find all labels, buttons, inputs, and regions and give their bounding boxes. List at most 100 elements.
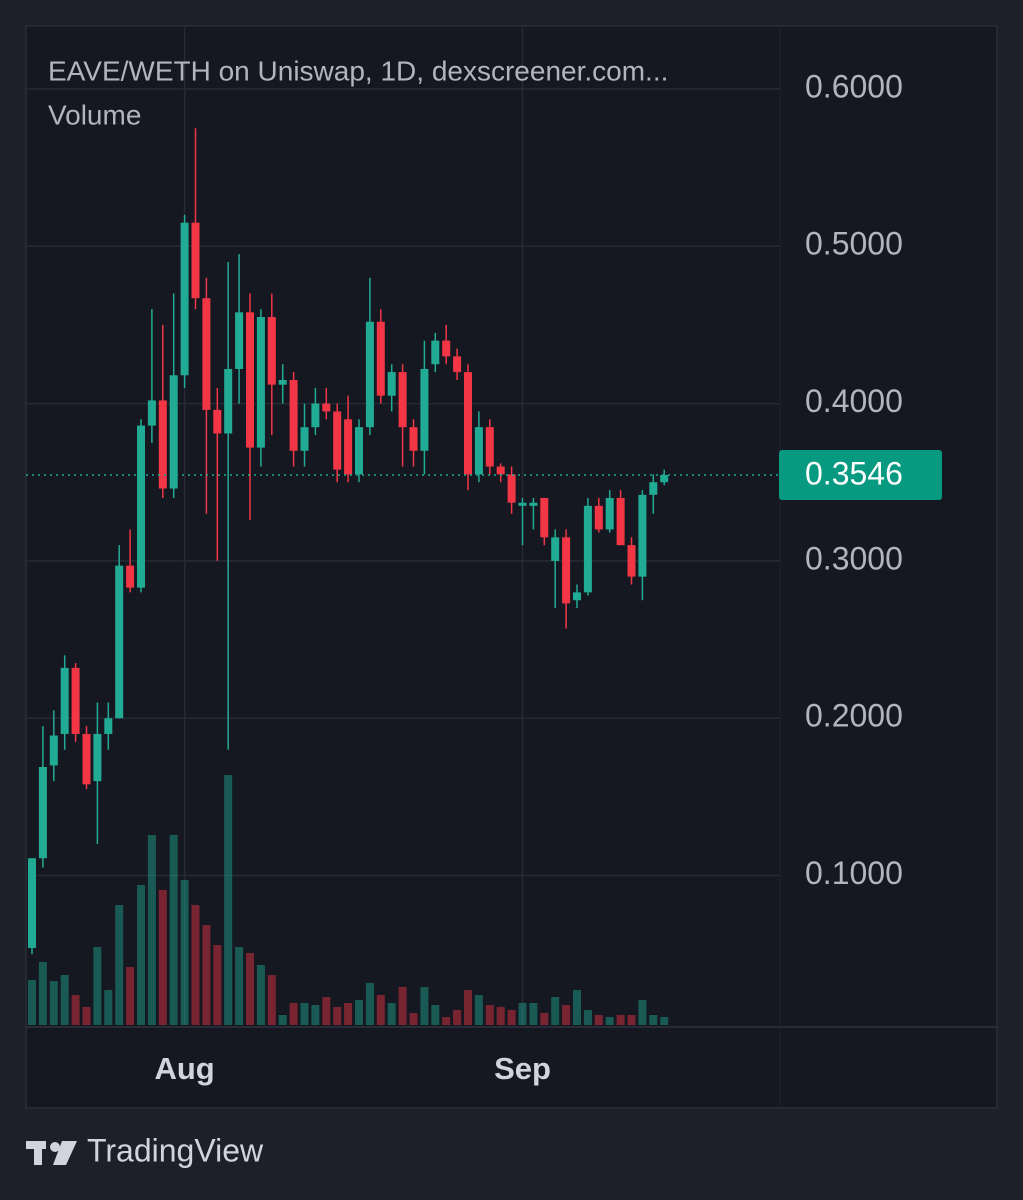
volume-bar	[104, 990, 113, 1025]
volume-bar	[267, 975, 276, 1025]
volume-bar	[562, 1005, 571, 1025]
volume-bar	[93, 947, 102, 1025]
candle-body	[529, 502, 538, 506]
candle-body	[311, 403, 320, 428]
y-tick-label: 0.4000	[805, 383, 903, 419]
candle-body	[224, 368, 233, 434]
candle-body	[333, 411, 342, 470]
candle-body	[649, 482, 658, 495]
candle-body	[82, 733, 91, 785]
volume-bar	[115, 905, 124, 1025]
candle-body	[627, 545, 636, 577]
candle-body	[104, 718, 113, 734]
volume-bar	[82, 1007, 91, 1025]
volume-bar	[529, 1003, 538, 1025]
candle-body	[605, 497, 614, 530]
candle-body	[420, 368, 429, 451]
volume-bar	[485, 1005, 494, 1025]
volume-bar	[616, 1015, 625, 1025]
volume-label: Volume	[48, 99, 141, 130]
candle-body	[573, 592, 581, 601]
candle-body	[376, 321, 385, 396]
candle-body	[147, 400, 156, 426]
volume-bar	[540, 1013, 549, 1025]
volume-bar	[496, 1007, 505, 1025]
candle-body	[355, 427, 363, 475]
x-tick-label: Aug	[154, 1051, 214, 1086]
volume-bar	[649, 1015, 658, 1025]
volume-bar	[507, 1010, 516, 1025]
volume-bar	[453, 1010, 462, 1025]
last-price-label: 0.3546	[805, 455, 903, 491]
volume-bar	[474, 995, 483, 1025]
y-tick-label: 0.1000	[805, 855, 903, 891]
volume-bar	[551, 997, 560, 1025]
volume-bar	[49, 981, 58, 1025]
volume-bar	[278, 1015, 287, 1025]
candle-body	[518, 502, 527, 506]
y-tick-label: 0.5000	[805, 226, 903, 262]
volume-bar	[322, 997, 331, 1025]
volume-bar	[191, 905, 200, 1025]
candle-body	[28, 858, 36, 948]
chart-title: EAVE/WETH on Uniswap, 1D, dexscreener.co…	[48, 55, 668, 86]
volume-bar	[126, 967, 135, 1025]
candle-body	[235, 312, 244, 369]
volume-bar	[224, 775, 233, 1025]
candle-body	[256, 317, 265, 448]
volume-bar	[376, 995, 385, 1025]
volume-bar	[137, 885, 145, 1025]
volume-bar	[147, 835, 156, 1025]
volume-bar	[300, 1003, 309, 1025]
volume-bar	[71, 995, 80, 1025]
y-tick-label: 0.3000	[805, 540, 903, 576]
candle-body	[169, 375, 178, 489]
volume-bar	[583, 1010, 592, 1025]
volume-bar	[180, 880, 189, 1025]
candle-body	[246, 312, 254, 448]
candle-body	[409, 427, 418, 451]
volume-bar	[431, 1005, 440, 1025]
candle-body	[71, 667, 80, 734]
candle-body	[464, 372, 472, 475]
volume-bar	[158, 890, 167, 1025]
volume-bar	[246, 953, 254, 1025]
volume-bar	[409, 1013, 418, 1025]
volume-bar	[442, 1017, 451, 1025]
volume-bar	[169, 835, 178, 1025]
candle-body	[496, 466, 505, 475]
volume-bar	[518, 1003, 527, 1025]
x-tick-label: Sep	[494, 1051, 551, 1086]
volume-bar	[60, 975, 69, 1025]
candle-body	[158, 400, 167, 489]
y-tick-label: 0.6000	[805, 68, 903, 104]
volume-bar	[28, 980, 36, 1025]
candle-body	[365, 321, 374, 428]
volume-bar	[365, 983, 374, 1025]
candle-body	[660, 474, 669, 483]
chart-panel	[25, 25, 998, 1109]
volume-bar	[627, 1015, 636, 1025]
candle-body	[300, 427, 309, 451]
candle-body	[442, 340, 451, 357]
volume-bar	[38, 962, 47, 1025]
candle-body	[344, 419, 353, 475]
volume-bar	[213, 945, 222, 1025]
candle-body	[137, 425, 145, 588]
volume-bar	[289, 1003, 298, 1025]
volume-bar	[311, 1005, 320, 1025]
candle-body	[191, 222, 200, 299]
candle-body	[507, 474, 516, 503]
candle-body	[267, 317, 276, 385]
candle-body	[638, 494, 647, 577]
candle-body	[540, 497, 549, 538]
candle-body	[431, 340, 440, 365]
candle-body	[322, 403, 331, 412]
footer-brand: TradingView	[87, 1132, 264, 1168]
volume-bar	[235, 947, 244, 1025]
candle-body	[126, 565, 135, 588]
candle-body	[551, 537, 560, 561]
candle-body	[453, 356, 462, 373]
candle-body	[485, 427, 494, 467]
volume-bar	[573, 990, 581, 1025]
